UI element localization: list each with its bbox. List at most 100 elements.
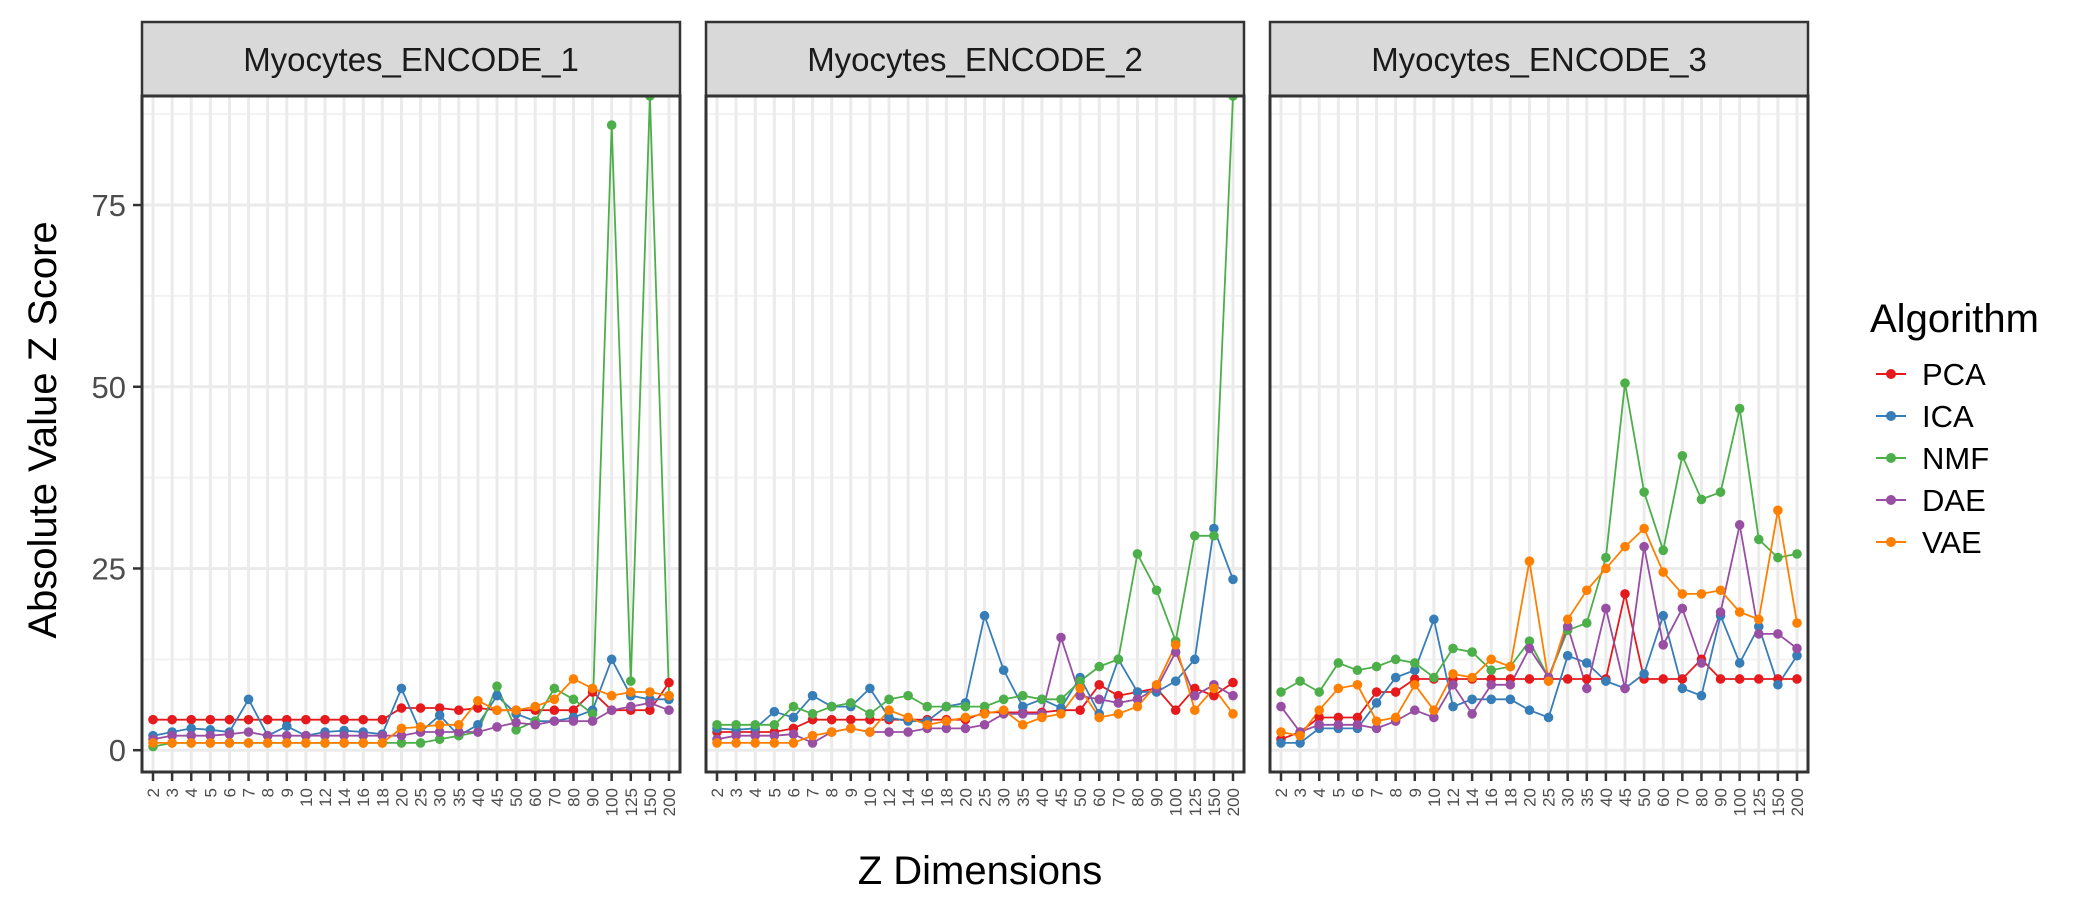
data-point-dae: [301, 730, 311, 741]
data-point-vae: [1094, 712, 1105, 723]
x-tick-label: 90: [1712, 788, 1731, 807]
x-tick-label: 150: [641, 788, 660, 816]
data-point-dae: [511, 717, 521, 728]
data-point-pca: [148, 714, 158, 725]
legend-label: VAE: [1922, 525, 1982, 560]
data-point-nmf: [1620, 378, 1630, 388]
data-point-vae: [1715, 585, 1726, 596]
data-point-ica: [1132, 687, 1143, 697]
data-point-dae: [1352, 719, 1363, 730]
data-point-vae: [339, 738, 349, 748]
data-point-dae: [473, 727, 483, 737]
data-point-nmf: [1639, 487, 1649, 497]
data-point-pca: [1715, 674, 1726, 684]
data-point-pca: [1753, 674, 1764, 684]
x-tick-label: 50: [1071, 788, 1090, 807]
data-point-dae: [606, 705, 617, 716]
data-point-ica: [1658, 610, 1669, 621]
data-point-nmf: [587, 709, 598, 719]
legend-label: NMF: [1922, 441, 1989, 476]
x-tick-label: 3: [163, 788, 182, 797]
data-point-ica: [1228, 574, 1238, 585]
data-point-ica: [1390, 672, 1401, 683]
data-point-vae: [769, 738, 780, 748]
data-point-pca: [1677, 674, 1688, 684]
data-point-nmf: [1429, 672, 1439, 683]
data-point-dae: [807, 738, 818, 748]
series-line-dae: [152, 701, 670, 741]
x-axis-label: Z Dimensions: [858, 849, 1103, 893]
y-tick-label: 0: [109, 733, 126, 768]
data-point-vae: [1390, 712, 1401, 723]
data-point-vae: [664, 690, 674, 701]
data-point-dae: [1734, 520, 1745, 530]
data-point-dae: [281, 730, 292, 741]
x-tick-label: 80: [1692, 788, 1711, 807]
series-line-ica: [152, 657, 669, 737]
x-tick-label: 20: [392, 788, 411, 807]
data-point-nmf: [769, 719, 780, 730]
data-point-nmf: [1658, 545, 1669, 556]
y-tick-label: 75: [92, 188, 126, 223]
data-point-pca: [1352, 712, 1363, 723]
data-point-pca: [1113, 690, 1124, 701]
data-point-ica: [1696, 690, 1707, 701]
data-point-dae: [492, 722, 502, 732]
data-point-ica: [492, 690, 502, 701]
data-point-ica: [396, 683, 407, 694]
data-point-ica: [1524, 705, 1535, 716]
data-point-nmf: [1037, 694, 1047, 705]
data-point-vae: [1448, 669, 1458, 679]
data-point-nmf: [845, 698, 856, 708]
data-point-vae: [1170, 639, 1181, 650]
x-tick-label: 30: [431, 788, 450, 807]
data-point-dae: [1333, 719, 1344, 730]
data-point-nmf: [1773, 552, 1783, 563]
data-point-pca: [1075, 705, 1085, 716]
data-point-pca: [1333, 712, 1344, 723]
data-point-ica: [606, 654, 617, 665]
data-point-dae: [1639, 541, 1649, 552]
x-tick-label: 18: [373, 788, 392, 807]
x-tick-label: 35: [1578, 788, 1597, 807]
data-point-dae: [1505, 679, 1516, 690]
data-point-vae: [1113, 709, 1124, 719]
data-point-vae: [1467, 672, 1477, 683]
data-point-pca: [262, 714, 273, 725]
data-point-pca: [568, 705, 579, 716]
x-tick-label: 14: [335, 788, 354, 807]
data-point-dae: [664, 705, 674, 716]
x-tick-label: 12: [1444, 788, 1463, 807]
legend-key: [1886, 453, 1896, 463]
data-point-pca: [377, 714, 388, 725]
panel-border: [1268, 94, 1810, 774]
facet-panel-1: Myocytes_ENCODE_12 3 4 5 6 7 8 9 10 12 14 16 18 20 25 3…: [92, 20, 682, 816]
facet-panel-2: Myocytes_ENCODE_22 3 4 5 6 7 8 9 10 12 14 16 18 20 25 3…: [704, 20, 1246, 816]
data-point-nmf: [1677, 451, 1688, 461]
x-tick-label: 3: [727, 788, 746, 797]
data-point-dae: [549, 716, 560, 726]
data-point-vae: [1696, 589, 1707, 599]
x-tick-label: 7: [804, 788, 823, 797]
x-tick-label: 7: [1368, 788, 1387, 797]
data-point-nmf: [1333, 658, 1344, 668]
facet-strip: [704, 20, 1246, 98]
x-tick-label: 2: [1272, 788, 1291, 797]
data-point-nmf: [998, 694, 1009, 705]
legend-label: ICA: [1922, 399, 1974, 434]
data-point-nmf: [712, 719, 722, 730]
data-point-nmf: [1056, 694, 1066, 705]
x-tick-label: 5: [1329, 788, 1348, 797]
data-point-dae: [530, 719, 541, 730]
data-point-nmf: [1075, 676, 1085, 686]
data-point-dae: [1581, 683, 1592, 694]
data-point-vae: [788, 738, 799, 748]
facet-strip: [1268, 20, 1810, 98]
data-point-ica: [1429, 614, 1439, 625]
x-tick-label: 9: [278, 788, 297, 797]
data-point-ica: [1601, 676, 1611, 686]
data-point-pca: [1371, 687, 1382, 697]
data-point-pca: [1620, 589, 1630, 599]
data-point-nmf: [1734, 403, 1745, 414]
x-tick-label: 70: [1109, 788, 1128, 807]
